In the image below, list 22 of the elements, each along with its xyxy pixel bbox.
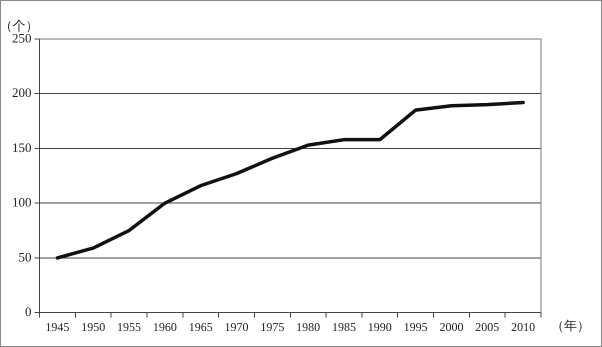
x-tick-label: 1955 <box>117 320 142 334</box>
y-tick-label: 100 <box>12 194 32 210</box>
x-tick-label: 1975 <box>260 320 284 334</box>
y-tick-label: 250 <box>12 30 32 46</box>
y-tick-label: 150 <box>12 140 32 155</box>
x-tick-label: 1965 <box>188 320 213 334</box>
x-tick-label: 2005 <box>475 320 500 334</box>
x-axis-title: （年） <box>551 318 590 334</box>
x-tick-label: 1945 <box>45 320 70 334</box>
y-axis-title: （个） <box>0 18 38 33</box>
x-tick-label: 1995 <box>404 320 428 334</box>
x-tick-label: 1985 <box>332 320 356 334</box>
y-tick-label: 50 <box>18 249 32 264</box>
x-tick-label: 1980 <box>296 320 320 334</box>
x-tick-label: 1960 <box>152 320 177 334</box>
x-tick-label: 2010 <box>511 320 536 334</box>
y-tick-label: 0 <box>25 304 32 320</box>
x-tick-label: 2000 <box>439 320 464 334</box>
x-tick-label: 1970 <box>224 320 249 334</box>
x-tick-label: 1950 <box>81 320 106 334</box>
y-tick-label: 200 <box>12 85 32 100</box>
x-tick-label: 1990 <box>368 320 392 334</box>
